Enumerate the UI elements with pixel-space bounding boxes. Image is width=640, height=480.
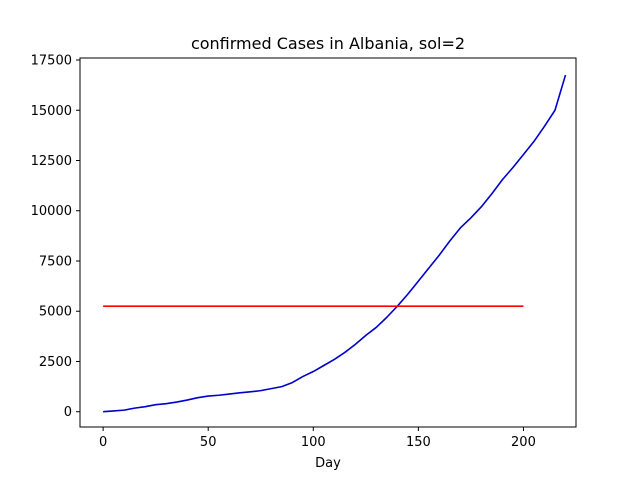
axes: 0 50 100 150 200 0 2500 5000 7500 10000 12500 15000… xyxy=(31,54,577,450)
x-tick-label: 150 xyxy=(406,435,431,450)
y-tick-label: 10000 xyxy=(31,204,72,219)
y-tick-label: 7500 xyxy=(39,254,72,269)
y-tick-label: 0 xyxy=(64,405,72,420)
x-axis-label: Day xyxy=(315,456,341,471)
chart-title: confirmed Cases in Albania, sol=2 xyxy=(191,34,465,53)
x-tick-label: 0 xyxy=(99,435,107,450)
plot-frame xyxy=(79,57,577,428)
plot-area xyxy=(103,74,567,413)
y-tick-label: 17500 xyxy=(31,54,72,69)
x-tick-label: 50 xyxy=(200,435,217,450)
series-line-0 xyxy=(103,74,567,413)
y-tick-label: 15000 xyxy=(31,104,72,119)
y-tick-label: 2500 xyxy=(39,355,72,370)
y-tick-label: 5000 xyxy=(39,305,72,320)
x-tick-label: 100 xyxy=(301,435,326,450)
x-tick-label: 200 xyxy=(511,435,536,450)
y-tick-label: 12500 xyxy=(31,154,72,169)
